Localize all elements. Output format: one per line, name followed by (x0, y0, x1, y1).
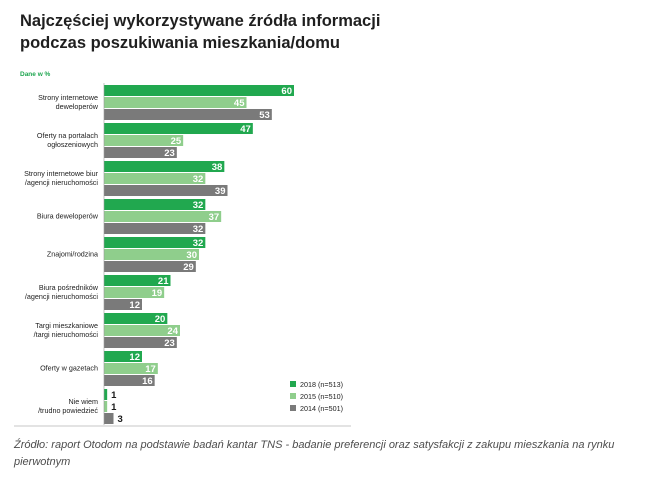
data-label: 53 (259, 110, 270, 121)
bar (104, 389, 108, 400)
bar-chart: Strony internetowe deweloperów 60 45 53 Ofert… (14, 83, 351, 427)
data-label: 29 (183, 262, 194, 273)
bar (104, 325, 180, 336)
category-label: Oferty na portalach ogłoszeniowych (37, 131, 98, 149)
category-label: Oferty w gazetach (40, 364, 98, 373)
data-label: 21 (158, 276, 169, 287)
bar (104, 199, 206, 210)
chart-title-line-1: Najczęściej wykorzystywane źródła inform… (20, 12, 381, 30)
category-label: Biura deweloperów (37, 212, 99, 221)
data-label: 38 (212, 162, 223, 173)
bar (104, 173, 206, 184)
data-label: 1 (111, 390, 117, 401)
legend-label: 2015 (n=510) (300, 392, 343, 401)
data-label: 32 (193, 200, 204, 211)
data-label: 23 (164, 338, 175, 349)
bar (104, 275, 171, 286)
legend-label: 2018 (n=513) (300, 380, 343, 389)
legend-swatch (290, 381, 296, 387)
data-label: 1 (111, 402, 117, 413)
data-label: 60 (281, 86, 292, 97)
bar (104, 313, 168, 324)
data-label: 32 (193, 174, 204, 185)
data-label: 47 (240, 124, 251, 135)
bar (104, 351, 142, 362)
data-label: 20 (155, 314, 166, 325)
data-label: 16 (142, 376, 153, 387)
data-label: 37 (209, 212, 220, 223)
bar (104, 161, 225, 172)
data-label: 17 (145, 364, 156, 375)
category-label: Biura pośredników/agencji nieruchomości (25, 283, 99, 301)
bar (104, 363, 158, 374)
bar (104, 299, 142, 310)
data-label: 3 (118, 414, 123, 425)
bar (104, 147, 177, 158)
data-label: 24 (167, 326, 178, 337)
data-label: 25 (171, 136, 182, 147)
category-label: Targi mieszkaniowe/targi nieruchomości (34, 321, 99, 339)
data-label: 23 (164, 148, 175, 159)
bar (104, 413, 114, 424)
category-label: Strony internetowe deweloperów (38, 93, 99, 111)
data-label: 30 (186, 250, 197, 261)
category-label: Znajomi/rodzina (47, 250, 98, 259)
category-label: Strony internetowe biur/agencji nierucho… (24, 169, 99, 187)
bar (104, 123, 253, 134)
bar (104, 185, 228, 196)
bar (104, 211, 222, 222)
bar (104, 375, 155, 386)
bar (104, 237, 206, 248)
bar (104, 287, 165, 298)
legend-swatch (290, 393, 296, 399)
data-label: 32 (193, 238, 204, 249)
unit-note: Dane w % (20, 71, 51, 78)
bar (104, 135, 184, 146)
category-label: Nie wiem/trudno powiedzieć (38, 397, 98, 415)
bar (104, 337, 177, 348)
chart-title: Najczęściej wykorzystywane źródła inform… (20, 10, 540, 54)
data-label: 32 (193, 224, 204, 235)
bar (104, 401, 108, 412)
source-note: Źródło: raport Otodom na podstawie badań… (14, 439, 615, 468)
bar (104, 109, 272, 120)
bar (104, 249, 199, 260)
data-label: 12 (129, 352, 140, 363)
bar (104, 97, 247, 108)
bar (104, 223, 206, 234)
data-label: 45 (234, 98, 245, 109)
legend-swatch (290, 405, 296, 411)
data-label: 19 (152, 288, 163, 299)
bar (104, 85, 294, 96)
bar (104, 261, 196, 272)
chart-title-line-2: podczas poszukiwania mieszkania/domu (20, 34, 341, 52)
data-label: 39 (215, 186, 226, 197)
data-label: 12 (129, 300, 140, 311)
legend-label: 2014 (n=501) (300, 404, 343, 413)
